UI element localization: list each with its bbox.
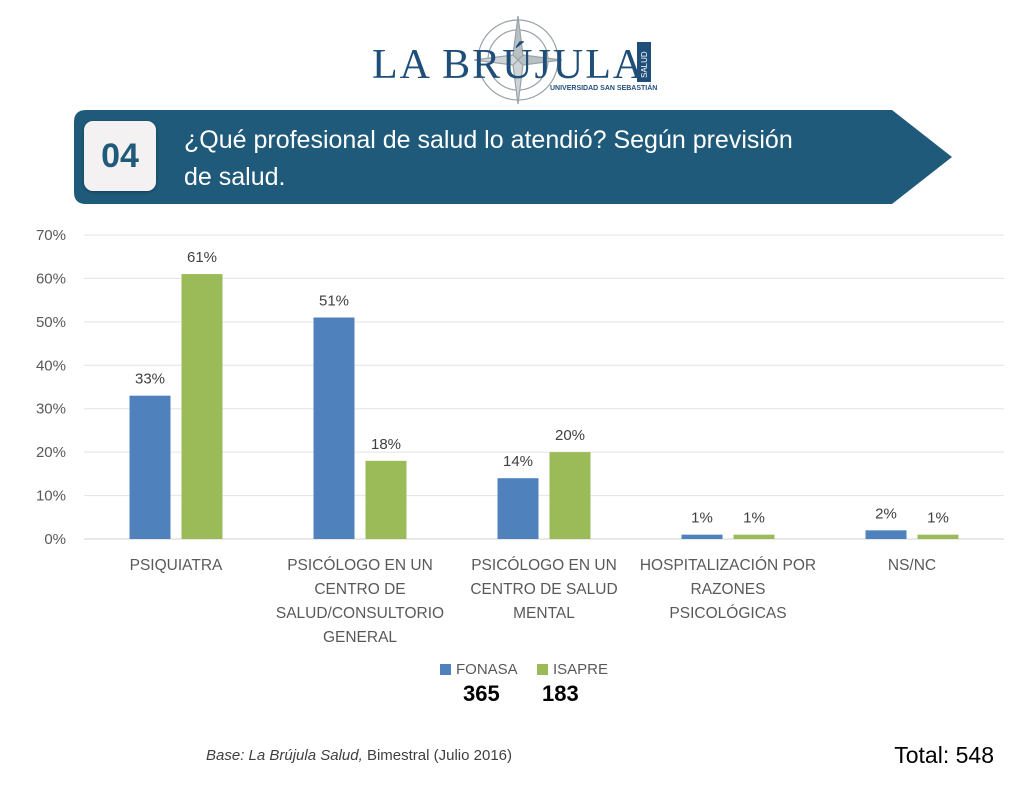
- category-label: PSICÓLOGO EN UN CENTRO DE SALUD/CONSULTORI…: [276, 557, 444, 646]
- bar-value-label: 20%: [555, 427, 585, 444]
- fonasa-count: 365: [463, 681, 500, 706]
- source-rest: Bimestral (Julio 2016): [362, 747, 513, 764]
- source-prefix: Base: La Brújula Salud,: [206, 747, 363, 764]
- category-label-line: PSICÓLOGO EN UN: [287, 557, 433, 574]
- category-label: HOSPITALIZACIÓN POR RAZONES PSICOLÓGICAS: [640, 557, 816, 622]
- source-note: Base: La Brújula Salud, Bimestral (Julio…: [206, 747, 512, 764]
- bar-value-label: 61%: [187, 249, 217, 266]
- legend-label-isapre: ISAPRE: [553, 661, 609, 678]
- bars: [129, 274, 959, 539]
- category-label-line: HOSPITALIZACIÓN POR: [640, 557, 816, 574]
- bar-fonasa: [497, 478, 539, 539]
- y-tick-label: 10%: [36, 488, 66, 505]
- bar-fonasa: [865, 530, 907, 539]
- y-tick-label: 50%: [36, 314, 66, 331]
- bar-value-label: 1%: [691, 510, 713, 527]
- category-label-line: RAZONES: [691, 581, 766, 598]
- bar-fonasa: [313, 317, 355, 539]
- title-banner: [74, 110, 952, 204]
- category-label-line: GENERAL: [323, 629, 397, 646]
- category-label-line: PSICÓLOGO EN UN: [471, 557, 617, 574]
- compass-icon: [473, 15, 563, 105]
- legend-swatch-isapre: [537, 664, 548, 675]
- logo-side-box: [637, 42, 651, 82]
- banner-title: ¿Qué profesional de salud lo atendió? Se…: [184, 126, 793, 191]
- category-label-line: SALUD/CONSULTORIO: [276, 605, 444, 622]
- bar-isapre: [365, 460, 407, 539]
- bar-isapre: [917, 534, 959, 539]
- y-tick-label: 0%: [44, 531, 66, 548]
- bar-value-label: 51%: [319, 293, 349, 310]
- bar-fonasa: [129, 395, 171, 539]
- bar-value-label: 18%: [371, 436, 401, 453]
- bar-isapre: [733, 534, 775, 539]
- category-label: PSIQUIATRA: [130, 557, 223, 574]
- logo-side-text: SALUD: [640, 51, 649, 78]
- category-label-line: MENTAL: [513, 605, 575, 622]
- legend-item-fonasa: FONASA: [440, 661, 518, 678]
- bar-value-labels: 33% 61% 51% 18% 14% 20% 1% 1% 2% 1%: [135, 249, 949, 527]
- y-tick-label: 60%: [36, 270, 66, 287]
- banner-arrow-shape: [74, 110, 952, 204]
- category-labels: PSIQUIATRA PSICÓLOGO EN UN CENTRO DE SALUD/…: [130, 557, 936, 646]
- legend-label-fonasa: FONASA: [456, 661, 518, 678]
- category-label-line: NS/NC: [888, 557, 936, 574]
- legend-swatch-fonasa: [440, 664, 451, 675]
- legend-item-isapre: ISAPRE: [537, 661, 608, 678]
- category-label-line: CENTRO DE SALUD: [470, 581, 617, 598]
- y-axis-ticks: 0% 10% 20% 30% 40% 50% 60% 70%: [36, 227, 66, 548]
- category-label-line: PSICOLÓGICAS: [669, 605, 786, 622]
- y-tick-label: 30%: [36, 401, 66, 418]
- y-tick-label: 40%: [36, 357, 66, 374]
- logo-subtitle: UNIVERSIDAD SAN SEBASTIÁN: [550, 83, 657, 92]
- bar-value-label: 1%: [927, 510, 949, 527]
- bar-chart: 0% 10% 20% 30% 40% 50% 60% 70% 33% 61% 51% 18% 14% 2…: [36, 227, 1004, 646]
- bar-value-label: 2%: [875, 505, 897, 522]
- bar-value-label: 1%: [743, 510, 765, 527]
- category-label: NS/NC: [888, 557, 936, 574]
- y-tick-label: 70%: [36, 227, 66, 244]
- category-label-line: CENTRO DE: [314, 581, 405, 598]
- y-tick-label: 20%: [36, 444, 66, 461]
- bar-value-label: 33%: [135, 371, 165, 388]
- gridlines: [84, 234, 1004, 540]
- bar-isapre: [181, 274, 223, 539]
- bar-isapre: [549, 452, 591, 539]
- isapre-count: 183: [542, 681, 579, 706]
- total-count: Total: 548: [894, 742, 994, 768]
- la-brujula-logo: LA BRÚJULA UNIVERSIDAD SAN SEBASTIÁN SAL…: [372, 15, 657, 105]
- category-label: PSICÓLOGO EN UN CENTRO DE SALUD MENTAL: [470, 557, 617, 622]
- legend: FONASA ISAPRE: [430, 661, 630, 679]
- bar-value-label: 14%: [503, 453, 533, 470]
- logo-text: LA BRÚJULA: [372, 41, 645, 88]
- category-label-line: PSIQUIATRA: [130, 557, 223, 574]
- bar-fonasa: [681, 534, 723, 539]
- section-number-badge: 04: [84, 121, 156, 191]
